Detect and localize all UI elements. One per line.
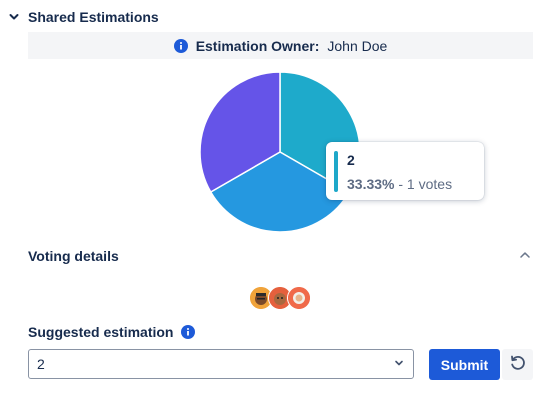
tooltip-percent: 33.33%: [347, 176, 395, 192]
shared-estimations-header[interactable]: Shared Estimations: [8, 6, 159, 28]
reset-icon: [509, 354, 527, 375]
chevron-down-icon[interactable]: [8, 11, 20, 23]
owner-name: John Doe: [327, 37, 388, 54]
tooltip-detail: 33.33% - 1 votes: [347, 176, 452, 192]
pie-slice-2[interactable]: [209, 151, 351, 233]
reset-button[interactable]: [502, 349, 533, 380]
info-icon[interactable]: [181, 325, 196, 339]
estimation-owner-bar: Estimation Owner: John Doe: [28, 32, 533, 59]
info-icon: [173, 38, 188, 53]
voter-avatar-2[interactable]: [268, 286, 292, 310]
voter-avatar-3[interactable]: [287, 286, 311, 310]
submit-button[interactable]: Submit: [429, 349, 500, 380]
section-title: Shared Estimations: [28, 9, 159, 25]
estimation-select[interactable]: 2: [28, 349, 414, 379]
suggested-estimation-label: Suggested estimation: [28, 324, 196, 340]
voting-details-title: Voting details: [28, 248, 119, 264]
voter-avatars: [249, 286, 311, 310]
owner-label: Estimation Owner:: [195, 37, 320, 54]
chevron-up-icon[interactable]: [518, 248, 532, 262]
pie-slice-3[interactable]: [199, 71, 281, 194]
tooltip-votes: - 1 votes: [394, 176, 453, 192]
tooltip-title: 2: [347, 152, 355, 168]
suggested-estimation-text: Suggested estimation: [28, 324, 174, 340]
tooltip-color-bar: [334, 151, 338, 192]
chart-tooltip: 2 33.33% - 1 votes: [326, 142, 484, 200]
estimation-select-value: 2: [37, 356, 45, 372]
chevron-down-icon: [393, 356, 405, 372]
